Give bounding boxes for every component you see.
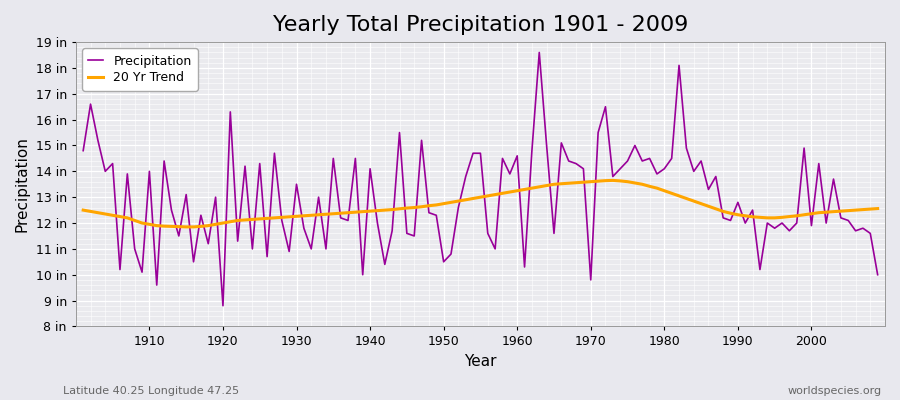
Precipitation bbox=[534, 50, 544, 55]
20 Yr Trend bbox=[615, 178, 626, 183]
20 Yr Trend bbox=[181, 224, 192, 229]
Precipitation bbox=[218, 303, 229, 308]
20 Yr Trend bbox=[608, 178, 618, 183]
Precipitation bbox=[512, 154, 523, 158]
Precipitation bbox=[872, 272, 883, 277]
Title: Yearly Total Precipitation 1901 - 2009: Yearly Total Precipitation 1901 - 2009 bbox=[273, 15, 688, 35]
Line: 20 Yr Trend: 20 Yr Trend bbox=[83, 180, 878, 227]
20 Yr Trend bbox=[350, 210, 361, 214]
20 Yr Trend bbox=[872, 206, 883, 211]
Y-axis label: Precipitation: Precipitation bbox=[15, 136, 30, 232]
Precipitation bbox=[306, 246, 317, 251]
20 Yr Trend bbox=[77, 208, 88, 212]
Precipitation bbox=[77, 148, 88, 153]
Precipitation bbox=[137, 270, 148, 274]
Precipitation bbox=[519, 264, 530, 269]
20 Yr Trend bbox=[306, 213, 317, 218]
20 Yr Trend bbox=[512, 188, 523, 193]
Legend: Precipitation, 20 Yr Trend: Precipitation, 20 Yr Trend bbox=[82, 48, 198, 91]
Text: worldspecies.org: worldspecies.org bbox=[788, 386, 882, 396]
X-axis label: Year: Year bbox=[464, 354, 497, 369]
Line: Precipitation: Precipitation bbox=[83, 52, 878, 306]
Precipitation bbox=[350, 156, 361, 161]
Precipitation bbox=[615, 166, 626, 171]
Text: Latitude 40.25 Longitude 47.25: Latitude 40.25 Longitude 47.25 bbox=[63, 386, 239, 396]
20 Yr Trend bbox=[519, 187, 530, 192]
20 Yr Trend bbox=[137, 221, 148, 226]
